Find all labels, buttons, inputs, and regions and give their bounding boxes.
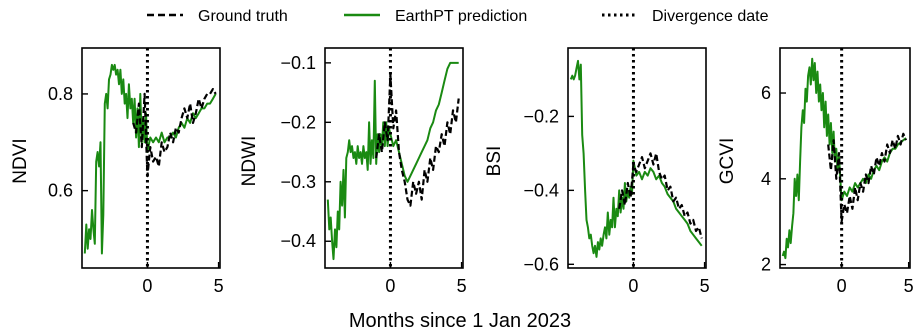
legend-label-divergence: Divergence date <box>652 8 769 25</box>
axes-frame <box>567 47 707 269</box>
series-group <box>569 59 703 258</box>
legend-label-prediction: EarthPT prediction <box>395 8 527 25</box>
plot-ndvi: 0 5 0.6 0.8 <box>48 47 224 296</box>
series-line-ground-truth <box>375 73 460 207</box>
x-tick-label: 0 <box>142 276 152 296</box>
series-group <box>781 57 908 260</box>
series-line-ground-truth <box>827 132 908 223</box>
legend-item-ground-truth: Ground truth <box>147 8 288 25</box>
plot-gcvi: 0 5 2 4 6 <box>761 47 914 296</box>
y-tick-label: 6 <box>761 83 771 103</box>
y-tick-label: 2 <box>761 255 771 275</box>
series-line-ground-truth <box>618 152 703 239</box>
ylabel-ndwi: NDWI <box>239 136 260 187</box>
y-tick-label: 4 <box>761 169 771 189</box>
x-tick-label: 5 <box>904 276 914 296</box>
axes-frame <box>324 47 464 269</box>
panel-gcvi: 0 5 2 4 6 GCVI <box>717 47 914 296</box>
x-tick-label: 0 <box>837 276 847 296</box>
y-tick-label: 0.8 <box>48 84 73 104</box>
series-group <box>326 61 460 261</box>
y-tick-label: 0.6 <box>48 181 73 201</box>
x-tick-label: 5 <box>457 276 467 296</box>
panel-ndwi: 0 5 −0.4 −0.3 −0.2 −0.1 NDWI <box>239 47 467 296</box>
y-tick-label: −0.6 <box>523 254 559 274</box>
series-line-ground-truth <box>132 88 217 178</box>
axes-frame <box>779 47 911 269</box>
plot-ndwi: 0 5 −0.4 −0.3 −0.2 −0.1 <box>280 47 467 296</box>
series-group <box>83 63 217 255</box>
plot-bsi: 0 5 −0.6 −0.4 −0.2 <box>523 47 710 296</box>
panel-ndvi: 0 5 0.6 0.8 NDVI <box>10 47 224 296</box>
legend: Ground truth EarthPT prediction Divergen… <box>147 8 769 25</box>
ylabel-gcvi: GCVI <box>717 138 738 184</box>
x-tick-label: 5 <box>700 276 710 296</box>
series-line-prediction <box>781 57 907 260</box>
y-tick-label: −0.2 <box>523 106 559 126</box>
y-tick-label: −0.2 <box>280 112 316 132</box>
ylabel-ndvi: NDVI <box>10 138 31 183</box>
x-tick-label: 0 <box>628 276 638 296</box>
y-tick-label: −0.4 <box>280 231 316 251</box>
legend-item-prediction: EarthPT prediction <box>344 8 527 25</box>
y-tick-label: −0.3 <box>280 172 316 192</box>
x-tick-label: 5 <box>214 276 224 296</box>
y-tick-label: −0.4 <box>523 180 559 200</box>
ylabel-bsi: BSI <box>484 146 505 177</box>
series-line-prediction <box>326 61 459 261</box>
series-line-prediction <box>569 59 703 258</box>
axes-frame <box>81 47 221 269</box>
legend-label-ground-truth: Ground truth <box>198 8 288 25</box>
series-line-prediction <box>83 63 217 255</box>
shared-xlabel: Months since 1 Jan 2023 <box>349 310 571 332</box>
legend-item-divergence: Divergence date <box>602 8 769 25</box>
y-tick-label: −0.1 <box>280 53 316 73</box>
x-tick-label: 0 <box>385 276 395 296</box>
panel-bsi: 0 5 −0.6 −0.4 −0.2 BSI <box>484 47 710 296</box>
